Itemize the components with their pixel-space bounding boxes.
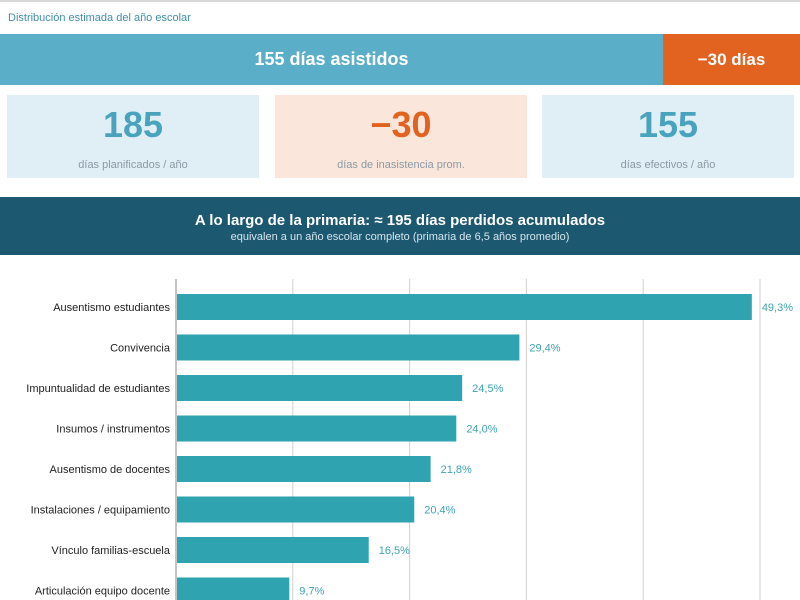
data-label: 49,3% — [762, 302, 793, 314]
category-label: Ausentismo de docentes — [50, 464, 171, 476]
bar — [177, 496, 415, 523]
card-label: días efectivos / año — [620, 159, 716, 171]
bar — [177, 415, 457, 442]
data-label: 9,7% — [299, 586, 324, 598]
top-divider — [0, 0, 800, 2]
data-label: 29,4% — [529, 343, 560, 355]
bar — [177, 375, 463, 401]
card-value: 155 — [637, 104, 699, 145]
category-label: Articulación equipo docente — [35, 586, 170, 598]
cumulative-banner: A lo largo de la primaria: ≈ 195 días pe… — [0, 197, 800, 255]
data-label: 24,0% — [466, 424, 497, 436]
category-label: Ausentismo estudiantes — [53, 302, 170, 314]
category-label: Vínculo familias-escuela — [51, 545, 170, 557]
data-label: 24,5% — [472, 383, 503, 395]
card-planned-days: 185 días planificados / año — [7, 95, 259, 178]
causes-bar-chart: Ausentismo estudiantes 49,3% Convivencia 29… — [26, 279, 793, 600]
bar — [177, 456, 431, 482]
bar — [177, 294, 752, 320]
section-caption: Distribución estimada del año escolar — [8, 12, 191, 24]
category-label: Impuntualidad de estudiantes — [26, 383, 170, 395]
banner-subtitle: equivalen a un año escolar completo (pri… — [230, 231, 570, 243]
data-label: 21,8% — [441, 464, 472, 476]
lost-days-bar: −30 días — [663, 34, 800, 85]
card-label: días planificados / año — [78, 159, 188, 171]
category-label: Insumos / instrumentos — [56, 424, 170, 436]
card-effective-days: 155 días efectivos / año — [542, 95, 794, 178]
bar — [177, 537, 369, 563]
category-label: Instalaciones / equipamiento — [31, 505, 170, 517]
card-absence-days: −30 días de inasistencia prom. — [275, 95, 527, 178]
attended-days-bar: 155 días asistidos — [0, 34, 663, 85]
bar — [177, 577, 290, 600]
card-label: días de inasistencia prom. — [337, 159, 465, 171]
data-label: 16,5% — [379, 545, 410, 557]
data-label: 20,4% — [424, 505, 455, 517]
bar — [177, 334, 520, 361]
banner-title: A lo largo de la primaria: ≈ 195 días pe… — [194, 212, 606, 229]
category-label: Convivencia — [110, 343, 171, 355]
card-value: 185 — [102, 104, 164, 145]
lost-label: −30 días — [697, 49, 766, 69]
card-value: −30 — [370, 104, 432, 145]
attended-label: 155 días asistidos — [254, 49, 409, 69]
